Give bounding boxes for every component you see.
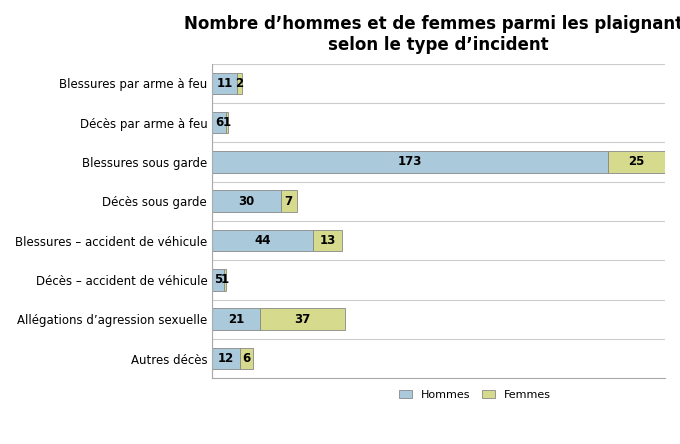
Bar <box>239 348 253 369</box>
Title: Nombre d’hommes et de femmes parmi les plaignants
selon le type d’incident: Nombre d’hommes et de femmes parmi les p… <box>184 15 680 54</box>
Text: 25: 25 <box>628 155 645 168</box>
Text: 6: 6 <box>242 352 250 365</box>
Bar <box>212 348 239 369</box>
Text: 13: 13 <box>320 234 336 247</box>
Bar <box>313 230 343 251</box>
Legend: Hommes, Femmes: Hommes, Femmes <box>394 385 556 404</box>
Bar <box>212 151 608 173</box>
Text: 1: 1 <box>220 274 228 286</box>
Bar <box>212 269 224 291</box>
Bar <box>224 269 226 291</box>
Bar <box>260 309 345 330</box>
Bar <box>226 112 228 134</box>
Text: 21: 21 <box>228 313 244 326</box>
Bar <box>281 190 296 212</box>
Text: 30: 30 <box>238 195 254 208</box>
Bar <box>212 112 226 134</box>
Text: 1: 1 <box>223 116 231 129</box>
Text: 7: 7 <box>285 195 293 208</box>
Text: 44: 44 <box>254 234 271 247</box>
Text: 2: 2 <box>235 77 243 90</box>
Text: 37: 37 <box>294 313 311 326</box>
Bar <box>212 230 313 251</box>
Text: 11: 11 <box>216 77 233 90</box>
Bar <box>212 190 281 212</box>
Bar <box>608 151 665 173</box>
Bar <box>212 309 260 330</box>
Text: 12: 12 <box>218 352 234 365</box>
Bar <box>212 72 237 94</box>
Text: 173: 173 <box>398 155 422 168</box>
Text: 6: 6 <box>215 116 223 129</box>
Text: 5: 5 <box>214 274 222 286</box>
Bar <box>237 72 242 94</box>
